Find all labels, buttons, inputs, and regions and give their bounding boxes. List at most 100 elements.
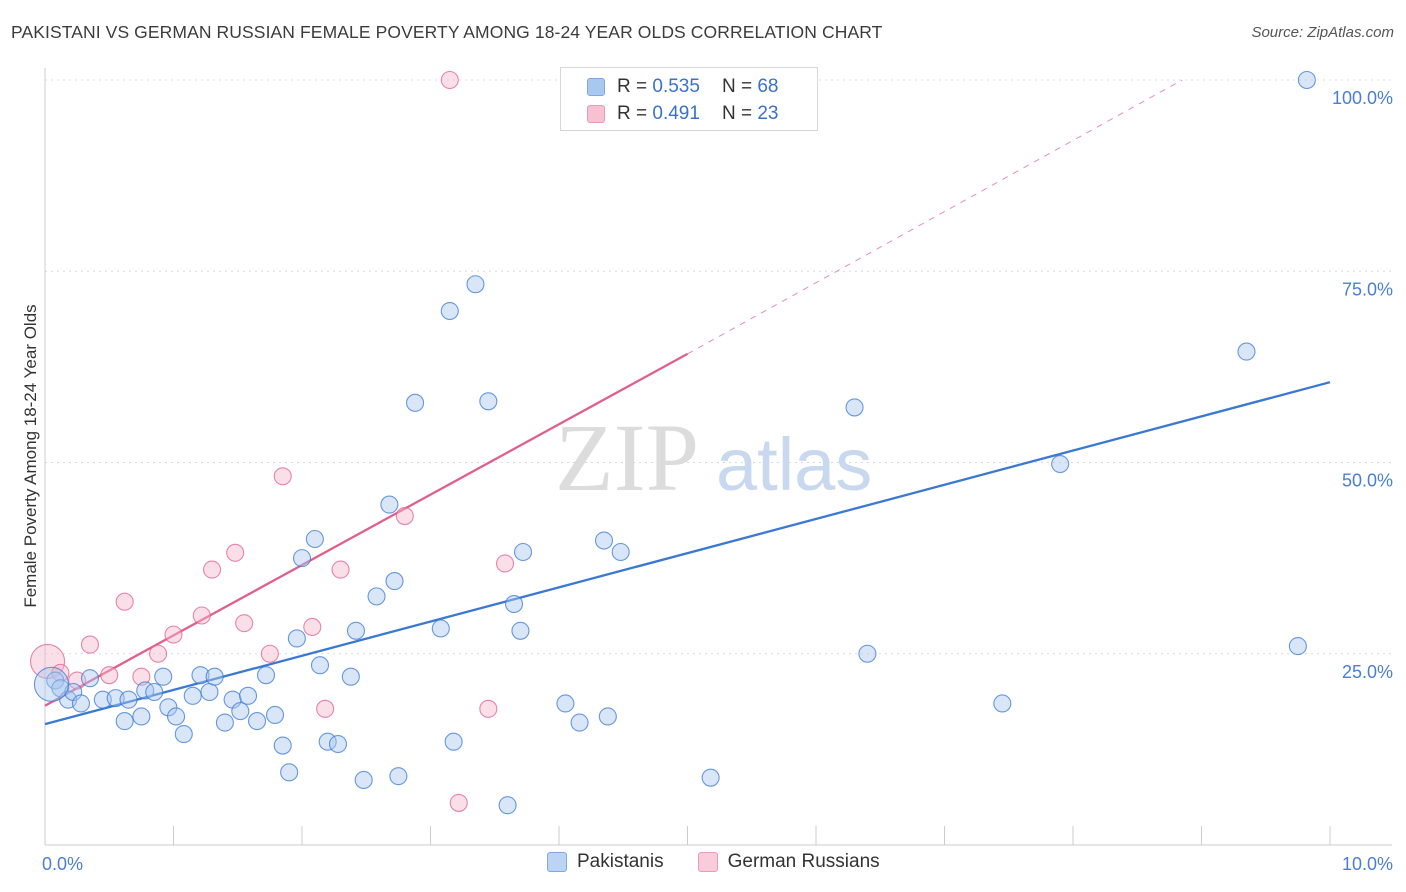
legend-r-label: R = bbox=[617, 103, 648, 124]
tick-labels: 25.0% 50.0% 75.0% 100.0% 0.0% 10.0% bbox=[42, 88, 1393, 874]
chart-source: Source: ZipAtlas.com bbox=[1251, 24, 1394, 41]
y-tick-label: 75.0% bbox=[1342, 279, 1393, 299]
trend-line bbox=[44, 352, 689, 707]
data-point bbox=[238, 686, 258, 705]
data-point bbox=[479, 699, 498, 718]
legend-swatch-pakistanis bbox=[587, 78, 605, 96]
data-point bbox=[354, 770, 373, 790]
data-point bbox=[273, 467, 292, 486]
data-point bbox=[235, 614, 254, 633]
legend-n-label: N = bbox=[721, 76, 753, 97]
data-point bbox=[341, 667, 360, 686]
data-point bbox=[149, 644, 168, 663]
data-point bbox=[431, 619, 450, 638]
data-point bbox=[80, 635, 100, 654]
y-tick-label: 25.0% bbox=[1342, 662, 1393, 682]
data-point bbox=[858, 644, 877, 663]
data-points bbox=[30, 70, 1316, 815]
data-point bbox=[167, 707, 186, 726]
legend-row-pakistanis: R = 0.535 N = 68 bbox=[587, 74, 778, 100]
trend-line bbox=[44, 381, 1331, 726]
data-point bbox=[328, 734, 348, 754]
data-point bbox=[191, 666, 210, 685]
legend-swatch-german-russians bbox=[697, 852, 718, 872]
data-point bbox=[292, 549, 312, 568]
data-point bbox=[479, 392, 498, 411]
data-point bbox=[1051, 454, 1070, 474]
watermark-zip: ZIP bbox=[555, 404, 699, 511]
data-point bbox=[380, 495, 399, 514]
data-point bbox=[594, 531, 614, 550]
data-point bbox=[993, 694, 1012, 713]
legend-n-value-pakistanis: 68 bbox=[757, 76, 779, 97]
data-point bbox=[444, 732, 463, 751]
data-point bbox=[611, 542, 630, 562]
chart-title: PAKISTANI VS GERMAN RUSSIAN FEMALE POVER… bbox=[11, 22, 883, 42]
data-point bbox=[331, 560, 350, 579]
data-point bbox=[1297, 70, 1316, 90]
data-point bbox=[316, 699, 335, 718]
series-legend: Pakistanis German Russians bbox=[547, 851, 880, 873]
y-tick-label: 50.0% bbox=[1342, 471, 1393, 491]
legend-r-value-pakistanis: 0.535 bbox=[652, 76, 700, 97]
data-point bbox=[556, 694, 575, 713]
data-point bbox=[440, 301, 459, 321]
data-point bbox=[389, 767, 408, 786]
data-point bbox=[1288, 637, 1307, 656]
data-point bbox=[215, 713, 234, 732]
data-point bbox=[395, 506, 414, 526]
data-point bbox=[136, 681, 155, 700]
data-point bbox=[513, 542, 533, 562]
correlation-legend: R = 0.535 N = 68 R = 0.491 N = 23 bbox=[560, 67, 818, 131]
data-point bbox=[164, 625, 183, 644]
data-point bbox=[845, 398, 864, 417]
data-point bbox=[511, 621, 530, 640]
data-point bbox=[192, 606, 211, 625]
data-point bbox=[183, 686, 202, 705]
data-point bbox=[495, 554, 515, 573]
data-point bbox=[247, 712, 267, 731]
legend-swatch-pakistanis bbox=[547, 852, 567, 872]
data-point bbox=[265, 705, 285, 725]
data-point bbox=[159, 698, 178, 717]
trend-line-extension bbox=[687, 79, 1183, 355]
data-point bbox=[449, 793, 468, 812]
data-point bbox=[115, 592, 134, 611]
legend-n-label: N = bbox=[721, 103, 753, 124]
data-point bbox=[154, 667, 173, 686]
data-point bbox=[498, 796, 517, 815]
legend-n-value-german-russians: 23 bbox=[757, 103, 779, 124]
data-point bbox=[367, 587, 386, 606]
data-point bbox=[598, 707, 617, 726]
legend-label-pakistanis: Pakistanis bbox=[577, 851, 664, 872]
legend-r-value-german-russians: 0.491 bbox=[652, 103, 700, 124]
data-point bbox=[385, 572, 404, 591]
legend-swatch-german-russians bbox=[587, 105, 605, 123]
legend-label-german-russians: German Russians bbox=[727, 851, 880, 872]
data-point bbox=[174, 725, 193, 744]
data-point bbox=[132, 667, 151, 686]
data-point bbox=[132, 707, 151, 726]
data-point bbox=[310, 656, 330, 675]
x-tick-label: 0.0% bbox=[42, 854, 83, 874]
data-point bbox=[504, 594, 524, 614]
data-point bbox=[440, 70, 459, 90]
legend-r-label: R = bbox=[617, 76, 648, 97]
data-point bbox=[303, 617, 322, 637]
data-point bbox=[115, 712, 134, 731]
data-point bbox=[33, 666, 69, 702]
watermark: ZIP atlas bbox=[555, 404, 872, 511]
legend-row-german-russians: R = 0.491 N = 23 bbox=[587, 101, 778, 127]
data-point bbox=[226, 543, 245, 562]
data-point bbox=[406, 393, 425, 412]
data-point bbox=[80, 669, 100, 688]
data-point bbox=[273, 736, 292, 755]
data-point bbox=[280, 763, 299, 782]
x-tick-label: 10.0% bbox=[1342, 854, 1393, 874]
data-point bbox=[701, 768, 720, 787]
y-tick-label: 100.0% bbox=[1332, 88, 1393, 108]
data-point bbox=[346, 621, 366, 640]
data-point bbox=[260, 644, 279, 663]
watermark-atlas: atlas bbox=[716, 423, 872, 506]
